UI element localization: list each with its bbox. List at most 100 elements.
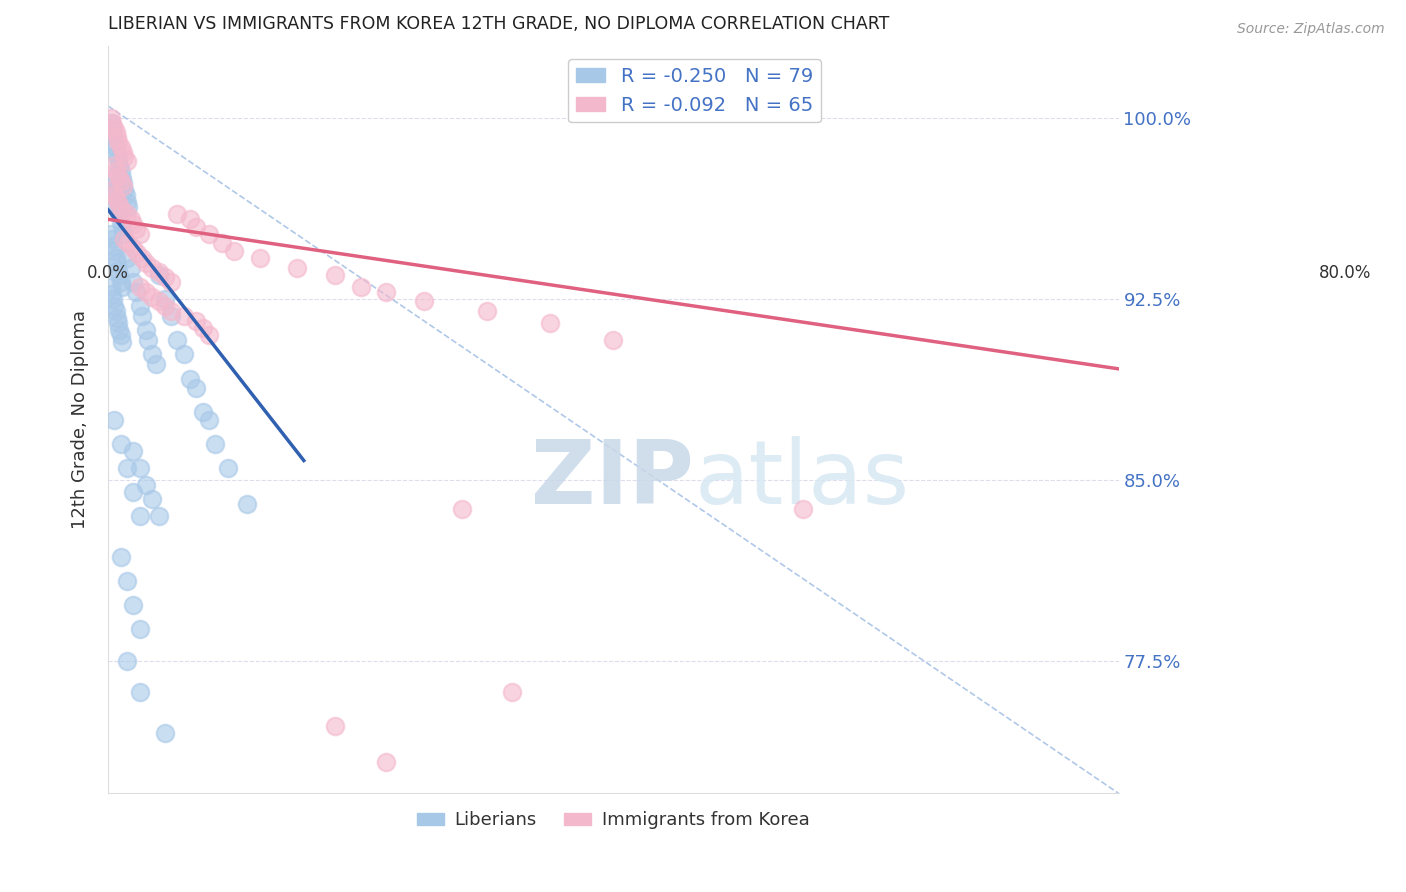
Point: [148, 265, 170, 279]
Point: [105, 130, 128, 145]
Point: [153, 270, 176, 285]
Point: [135, 323, 157, 337]
Point: [101, 292, 124, 306]
Point: [191, 405, 214, 419]
Point: [103, 183, 125, 197]
Text: ZIP: ZIP: [531, 436, 695, 523]
Point: [105, 195, 128, 210]
Point: [204, 436, 226, 450]
Point: [110, 275, 132, 289]
Point: [110, 549, 132, 564]
Point: [186, 381, 208, 395]
Point: [112, 183, 135, 197]
Point: [101, 183, 124, 197]
Point: [122, 484, 145, 499]
Point: [104, 191, 127, 205]
Point: [135, 256, 157, 270]
Point: [538, 316, 561, 330]
Point: [101, 171, 124, 186]
Point: [602, 333, 624, 347]
Point: [122, 443, 145, 458]
Point: [101, 287, 124, 301]
Point: [179, 371, 201, 385]
Point: [792, 501, 814, 516]
Point: [101, 178, 124, 193]
Point: [325, 719, 347, 733]
Point: [131, 309, 153, 323]
Point: [107, 152, 129, 166]
Point: [160, 304, 183, 318]
Point: [475, 304, 498, 318]
Point: [125, 246, 148, 260]
Point: [115, 654, 138, 668]
Point: [128, 508, 150, 523]
Point: [450, 501, 472, 516]
Point: [173, 347, 195, 361]
Point: [128, 299, 150, 313]
Point: [105, 256, 128, 270]
Point: [108, 268, 131, 282]
Y-axis label: 12th Grade, No Diploma: 12th Grade, No Diploma: [72, 310, 89, 529]
Point: [145, 357, 167, 371]
Point: [128, 623, 150, 637]
Point: [166, 333, 188, 347]
Text: 80.0%: 80.0%: [1319, 264, 1371, 282]
Point: [166, 207, 188, 221]
Point: [107, 169, 129, 183]
Point: [141, 347, 163, 361]
Point: [501, 685, 523, 699]
Point: [115, 154, 138, 169]
Point: [115, 195, 138, 210]
Point: [112, 232, 135, 246]
Point: [160, 309, 183, 323]
Point: [135, 477, 157, 491]
Point: [125, 285, 148, 299]
Point: [120, 260, 142, 275]
Point: [111, 335, 134, 350]
Point: [173, 309, 195, 323]
Point: [128, 227, 150, 241]
Point: [105, 193, 128, 207]
Point: [325, 268, 347, 282]
Point: [108, 159, 131, 173]
Point: [100, 227, 122, 241]
Point: [179, 212, 201, 227]
Point: [148, 294, 170, 309]
Point: [104, 140, 127, 154]
Point: [101, 116, 124, 130]
Text: LIBERIAN VS IMMIGRANTS FROM KOREA 12TH GRADE, NO DIPLOMA CORRELATION CHART: LIBERIAN VS IMMIGRANTS FROM KOREA 12TH G…: [108, 15, 890, 33]
Text: atlas: atlas: [695, 436, 910, 523]
Point: [103, 120, 125, 135]
Point: [101, 239, 124, 253]
Point: [110, 174, 132, 188]
Point: [107, 135, 129, 149]
Point: [141, 289, 163, 303]
Point: [107, 263, 129, 277]
Point: [138, 333, 160, 347]
Point: [103, 188, 125, 202]
Point: [101, 159, 124, 173]
Point: [125, 222, 148, 236]
Point: [108, 323, 131, 337]
Point: [104, 126, 127, 140]
Point: [153, 726, 176, 740]
Point: [115, 207, 138, 221]
Point: [211, 236, 233, 251]
Point: [217, 460, 239, 475]
Legend: Liberians, Immigrants from Korea: Liberians, Immigrants from Korea: [409, 805, 817, 837]
Point: [186, 313, 208, 327]
Text: Source: ZipAtlas.com: Source: ZipAtlas.com: [1237, 22, 1385, 37]
Point: [249, 251, 271, 265]
Point: [287, 260, 309, 275]
Point: [148, 508, 170, 523]
Point: [198, 328, 221, 343]
Point: [112, 145, 135, 159]
Point: [104, 251, 127, 265]
Point: [112, 176, 135, 190]
Point: [110, 164, 132, 178]
Point: [148, 268, 170, 282]
Point: [153, 299, 176, 313]
Point: [108, 198, 131, 212]
Point: [186, 219, 208, 234]
Point: [103, 244, 125, 258]
